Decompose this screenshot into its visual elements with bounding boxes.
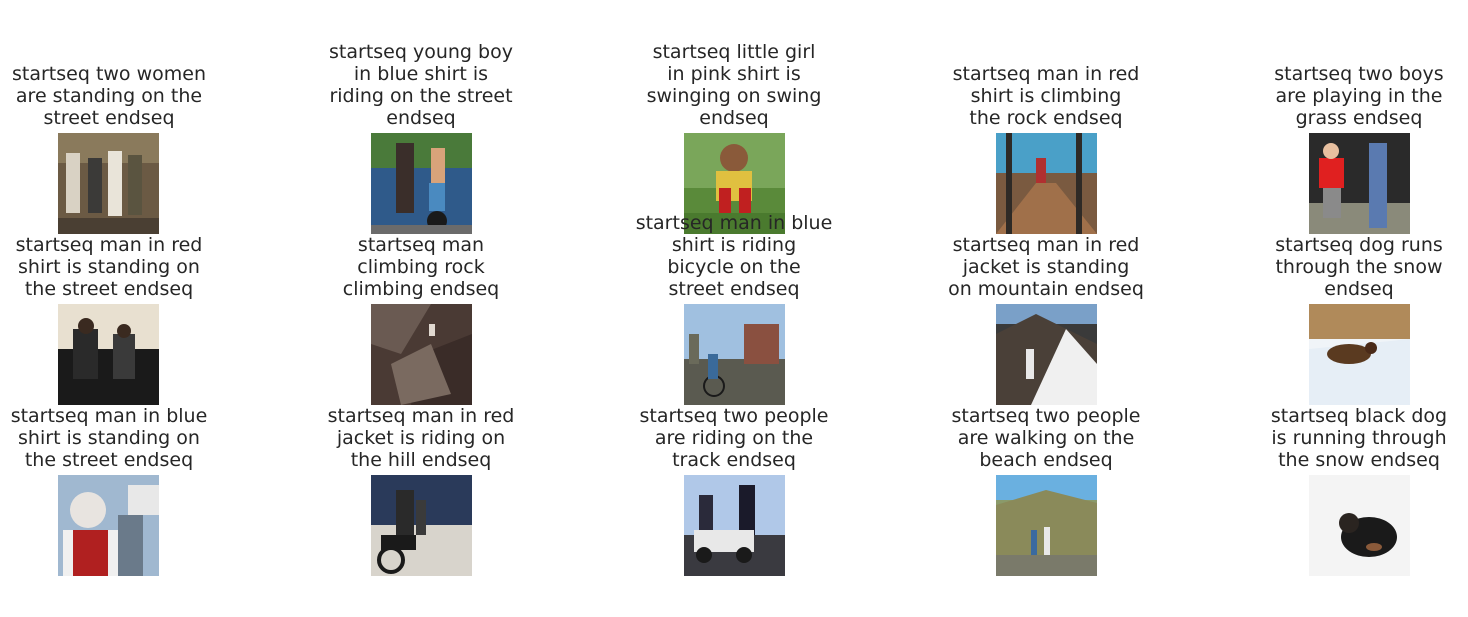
thumbnail-r2c3	[684, 304, 785, 405]
thumbnail-r1c5	[1309, 133, 1410, 234]
caption-r1c3: startseq little girl in pink shirt is sw…	[646, 41, 822, 129]
caption-r3c4: startseq two people are walking on the b…	[951, 405, 1141, 471]
thumbnail-r1c4	[996, 133, 1097, 234]
thumbnail-r2c5	[1309, 304, 1410, 405]
caption-r1c4: startseq man in red shirt is climbing th…	[952, 63, 1140, 129]
caption-r2c2: startseq man climbing rock climbing ends…	[342, 234, 500, 300]
thumbnail-r2c4	[996, 304, 1097, 405]
thumbnail-r3c1	[58, 475, 159, 576]
thumbnail-r1c2	[371, 133, 472, 234]
thumbnail-r2c1	[58, 304, 159, 405]
caption-r3c3: startseq two people are riding on the tr…	[639, 405, 829, 471]
thumbnail-r2c2	[371, 304, 472, 405]
thumbnail-r3c2	[371, 475, 472, 576]
caption-r3c2: startseq man in red jacket is riding on …	[327, 405, 515, 471]
caption-r1c5: startseq two boys are playing in the gra…	[1274, 63, 1444, 129]
caption-r2c3: startseq man in blue shirt is riding bic…	[635, 212, 833, 300]
thumbnail-r1c1	[58, 133, 159, 234]
caption-r1c2: startseq young boy in blue shirt is ridi…	[329, 41, 513, 129]
thumbnail-r3c3	[684, 475, 785, 576]
caption-r1c1: startseq two women are standing on the s…	[12, 63, 206, 129]
thumbnail-r1c3	[684, 133, 785, 234]
thumbnail-r3c5	[1309, 475, 1410, 576]
caption-r3c1: startseq man in blue shirt is standing o…	[10, 405, 208, 471]
caption-r2c5: startseq dog runs through the snow endse…	[1275, 234, 1443, 300]
caption-r3c5: startseq black dog is running through th…	[1270, 405, 1448, 471]
caption-r2c4: startseq man in red jacket is standing o…	[948, 234, 1144, 300]
caption-r2c1: startseq man in red shirt is standing on…	[15, 234, 203, 300]
thumbnail-r3c4	[996, 475, 1097, 576]
